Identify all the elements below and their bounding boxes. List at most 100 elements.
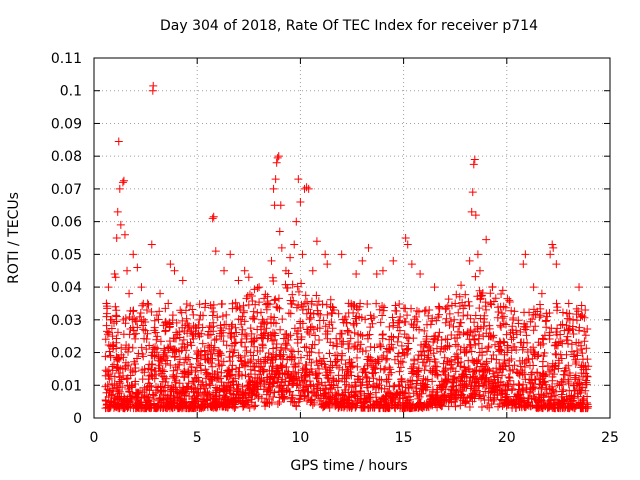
data-point <box>159 401 168 410</box>
data-point <box>340 394 349 403</box>
data-point <box>194 330 203 339</box>
data-point <box>101 352 110 361</box>
data-point <box>508 384 517 393</box>
data-point <box>116 220 125 229</box>
data-point <box>385 322 394 331</box>
data-point <box>311 331 320 340</box>
data-point <box>276 352 285 361</box>
data-point <box>475 304 484 313</box>
data-point <box>178 276 187 285</box>
data-point <box>559 385 568 394</box>
data-point <box>275 397 284 406</box>
data-point <box>136 308 145 317</box>
data-point <box>308 266 317 275</box>
data-point <box>117 343 126 352</box>
data-point <box>203 369 212 378</box>
data-point <box>482 347 491 356</box>
data-point <box>179 335 188 344</box>
data-point <box>170 266 179 275</box>
data-point <box>250 362 259 371</box>
data-point <box>265 300 274 309</box>
data-point <box>507 355 516 364</box>
data-point <box>173 360 182 369</box>
data-point <box>425 357 434 366</box>
data-point <box>480 311 489 320</box>
data-point <box>128 315 137 324</box>
data-point <box>263 292 272 301</box>
data-point <box>503 395 512 404</box>
y-tick-label: 0.04 <box>51 280 82 296</box>
data-point <box>534 338 543 347</box>
data-point <box>325 393 334 402</box>
data-point <box>579 372 588 381</box>
data-point <box>490 372 499 381</box>
data-point <box>119 176 128 185</box>
data-point <box>311 391 320 400</box>
data-point <box>278 393 287 402</box>
data-point <box>519 260 528 269</box>
data-point <box>378 311 387 320</box>
data-point <box>297 300 306 309</box>
data-point <box>524 355 533 364</box>
data-point <box>451 355 460 364</box>
data-point <box>321 400 330 409</box>
data-point <box>436 347 445 356</box>
data-point <box>211 383 220 392</box>
data-point <box>472 386 481 395</box>
data-point <box>150 395 159 404</box>
data-point <box>395 367 404 376</box>
data-point <box>234 276 243 285</box>
data-point <box>421 306 430 315</box>
data-point <box>403 240 412 249</box>
data-point <box>120 230 129 239</box>
data-point <box>455 373 464 382</box>
data-point <box>361 346 370 355</box>
data-point <box>347 392 356 401</box>
data-point <box>379 306 388 315</box>
data-point <box>353 362 362 371</box>
data-point <box>303 351 312 360</box>
data-point <box>240 352 249 361</box>
data-point <box>343 326 352 335</box>
data-point <box>358 256 367 265</box>
data-point <box>309 325 318 334</box>
data-point <box>253 346 262 355</box>
data-point <box>558 320 567 329</box>
data-point <box>301 383 310 392</box>
data-point <box>545 328 554 337</box>
data-point <box>236 305 245 314</box>
data-point <box>399 402 408 411</box>
data-point <box>569 330 578 339</box>
data-point <box>172 318 181 327</box>
data-point <box>461 367 470 376</box>
data-point <box>321 250 330 259</box>
data-point <box>226 250 235 259</box>
data-point <box>420 402 429 411</box>
data-point <box>572 346 581 355</box>
data-point <box>570 373 579 382</box>
data-point <box>372 270 381 278</box>
data-point <box>222 381 231 390</box>
data-point <box>581 386 590 395</box>
data-point <box>579 395 588 404</box>
data-point <box>239 308 248 317</box>
data-point <box>295 395 304 404</box>
data-point <box>309 310 318 319</box>
data-point <box>531 322 540 331</box>
data-point <box>150 352 159 361</box>
data-point <box>534 404 543 413</box>
data-point <box>240 266 249 275</box>
data-point <box>219 357 228 366</box>
data-point <box>434 302 443 311</box>
data-point <box>244 273 253 282</box>
data-point <box>414 367 423 376</box>
data-point <box>312 369 321 378</box>
data-point <box>138 366 147 375</box>
data-point <box>416 381 425 390</box>
data-point <box>118 383 127 392</box>
data-point <box>283 355 292 364</box>
data-point <box>467 347 476 356</box>
axis-ticks: 0 0.01 0.02 0.03 0.04 0.05 0.06 0.07 0.08 0.09 0.1… <box>51 51 619 446</box>
data-point <box>396 363 405 372</box>
data-point <box>361 315 370 324</box>
